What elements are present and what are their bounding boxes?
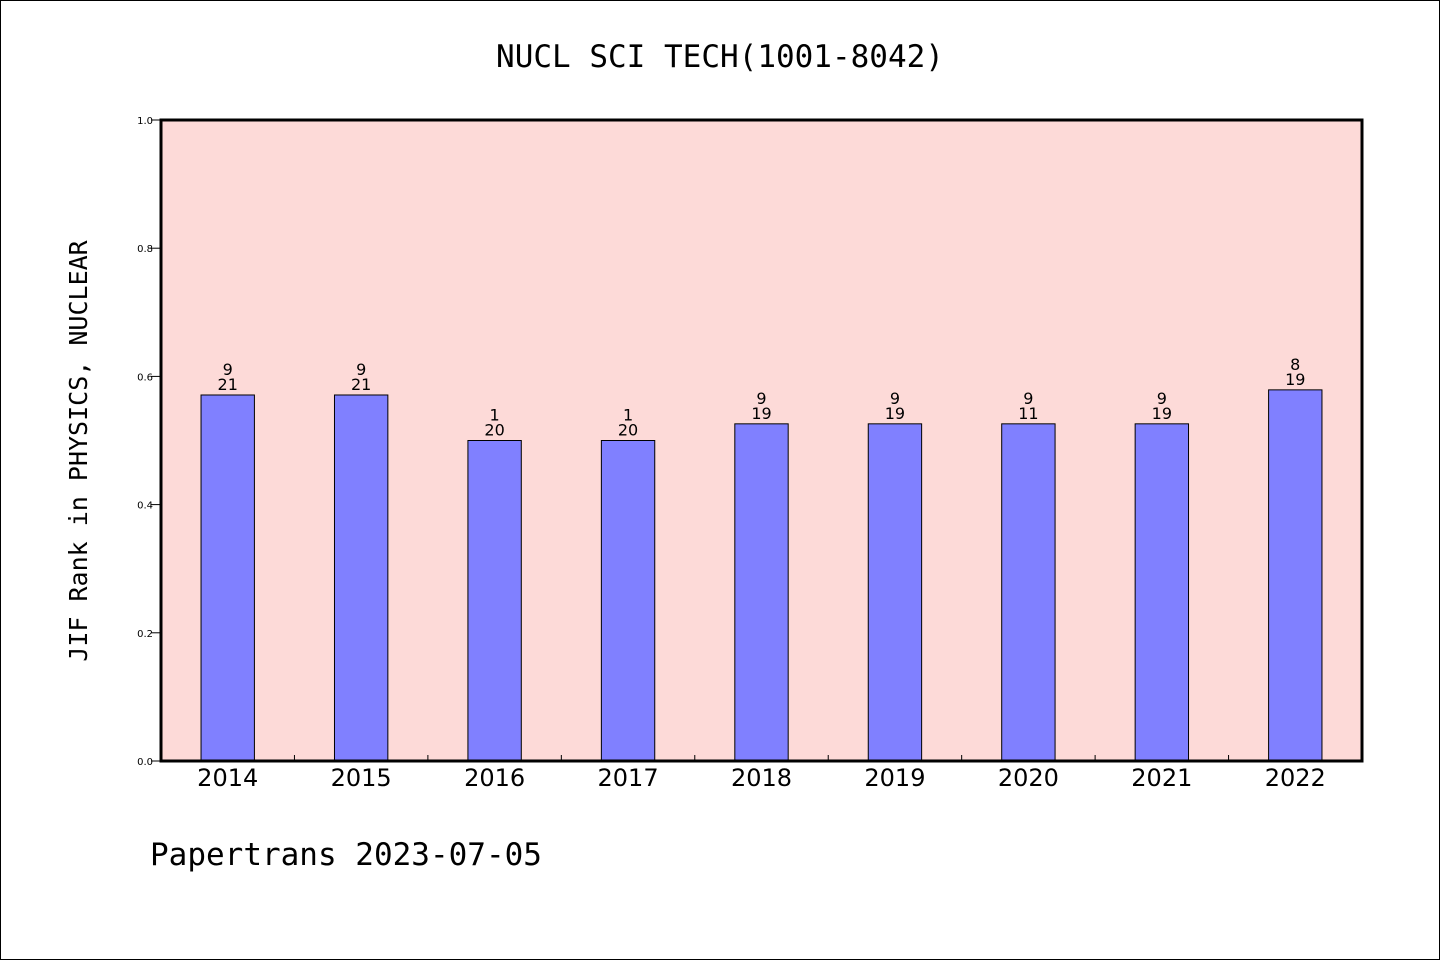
chart-title: NUCL SCI TECH(1001-8042) — [496, 39, 944, 75]
bar-total-label: 20 — [484, 421, 504, 440]
bar-2020 — [1001, 423, 1056, 762]
bar-2019 — [867, 423, 923, 762]
bar-rank-label: 1 — [623, 406, 633, 425]
x-tick-label: 2020 — [998, 764, 1059, 792]
footer-source-date: Papertrans 2023-07-05 — [150, 837, 542, 873]
y-tick-label: 0.8 — [137, 244, 153, 255]
bar-2018 — [734, 423, 789, 762]
y-tick-label: 1.0 — [137, 116, 153, 127]
bar-rank-label: 9 — [1157, 389, 1167, 408]
bar-rank-label: 8 — [1290, 355, 1300, 374]
bar-rank-label: 9 — [356, 360, 366, 379]
y-tick-label: 0.0 — [137, 757, 153, 768]
y-axis-ticks: 0.0 0.2 0.4 0.6 0.8 1.0 — [137, 116, 161, 768]
bars — [200, 389, 1323, 762]
bar-total-label: 20 — [618, 421, 638, 440]
x-tick-label: 2015 — [331, 764, 392, 792]
bar-total-label: 11 — [1018, 404, 1038, 423]
y-tick-label: 0.6 — [137, 372, 153, 383]
bar-rank-label: 9 — [1023, 389, 1033, 408]
x-tick-label: 2017 — [598, 764, 659, 792]
x-tick-label: 2016 — [464, 764, 525, 792]
bar-total-label: 19 — [1152, 404, 1172, 423]
bar-rank-label: 9 — [890, 389, 900, 408]
bar-total-label: 19 — [1285, 370, 1305, 389]
y-tick-label: 0.2 — [137, 629, 153, 640]
bar-rank-label: 9 — [756, 389, 766, 408]
bar-2022 — [1268, 389, 1323, 762]
bar-total-label: 21 — [351, 375, 371, 394]
y-axis-label: JIF Rank in PHYSICS, NUCLEAR — [64, 239, 93, 661]
bar-rank-label: 1 — [490, 406, 500, 425]
plot-border — [159, 118, 1364, 763]
x-tick-label: 2018 — [731, 764, 792, 792]
bar-total-label: 21 — [218, 375, 238, 394]
bar-2017 — [600, 440, 656, 762]
bar-2021 — [1134, 423, 1190, 762]
bar-total-label: 19 — [751, 404, 771, 423]
y-tick-label: 0.4 — [137, 501, 153, 512]
x-tick-label: 2019 — [864, 764, 925, 792]
bar-2014 — [200, 394, 255, 762]
x-tick-label: 2014 — [197, 764, 258, 792]
bar-2015 — [333, 394, 389, 762]
bar-2016 — [467, 440, 522, 762]
x-axis-ticks: 2014 2015 2016 2017 2018 2019 2020 2021 2022 — [197, 755, 1326, 792]
x-tick-label: 2022 — [1265, 764, 1326, 792]
bar-rank-label: 9 — [223, 360, 233, 379]
bar-total-label: 19 — [885, 404, 905, 423]
x-tick-label: 2021 — [1131, 764, 1192, 792]
